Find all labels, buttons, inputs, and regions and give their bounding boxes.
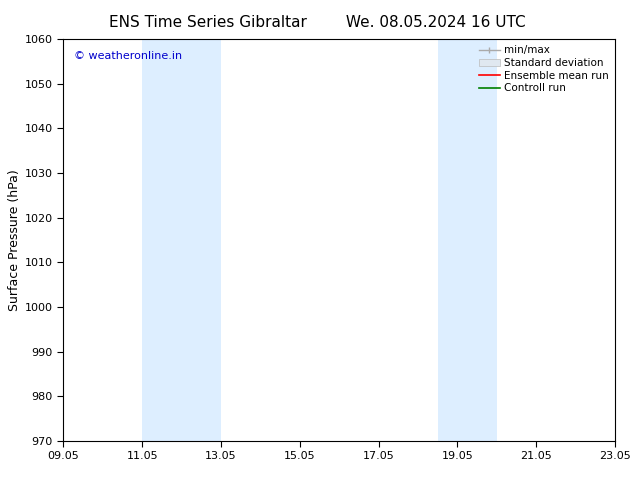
Bar bbox=[142, 39, 221, 441]
Text: ENS Time Series Gibraltar        We. 08.05.2024 16 UTC: ENS Time Series Gibraltar We. 08.05.2024… bbox=[108, 15, 526, 30]
Legend: min/max, Standard deviation, Ensemble mean run, Controll run: min/max, Standard deviation, Ensemble me… bbox=[476, 42, 612, 97]
Text: © weatheronline.in: © weatheronline.in bbox=[74, 51, 183, 61]
Y-axis label: Surface Pressure (hPa): Surface Pressure (hPa) bbox=[8, 169, 21, 311]
Bar bbox=[437, 39, 497, 441]
